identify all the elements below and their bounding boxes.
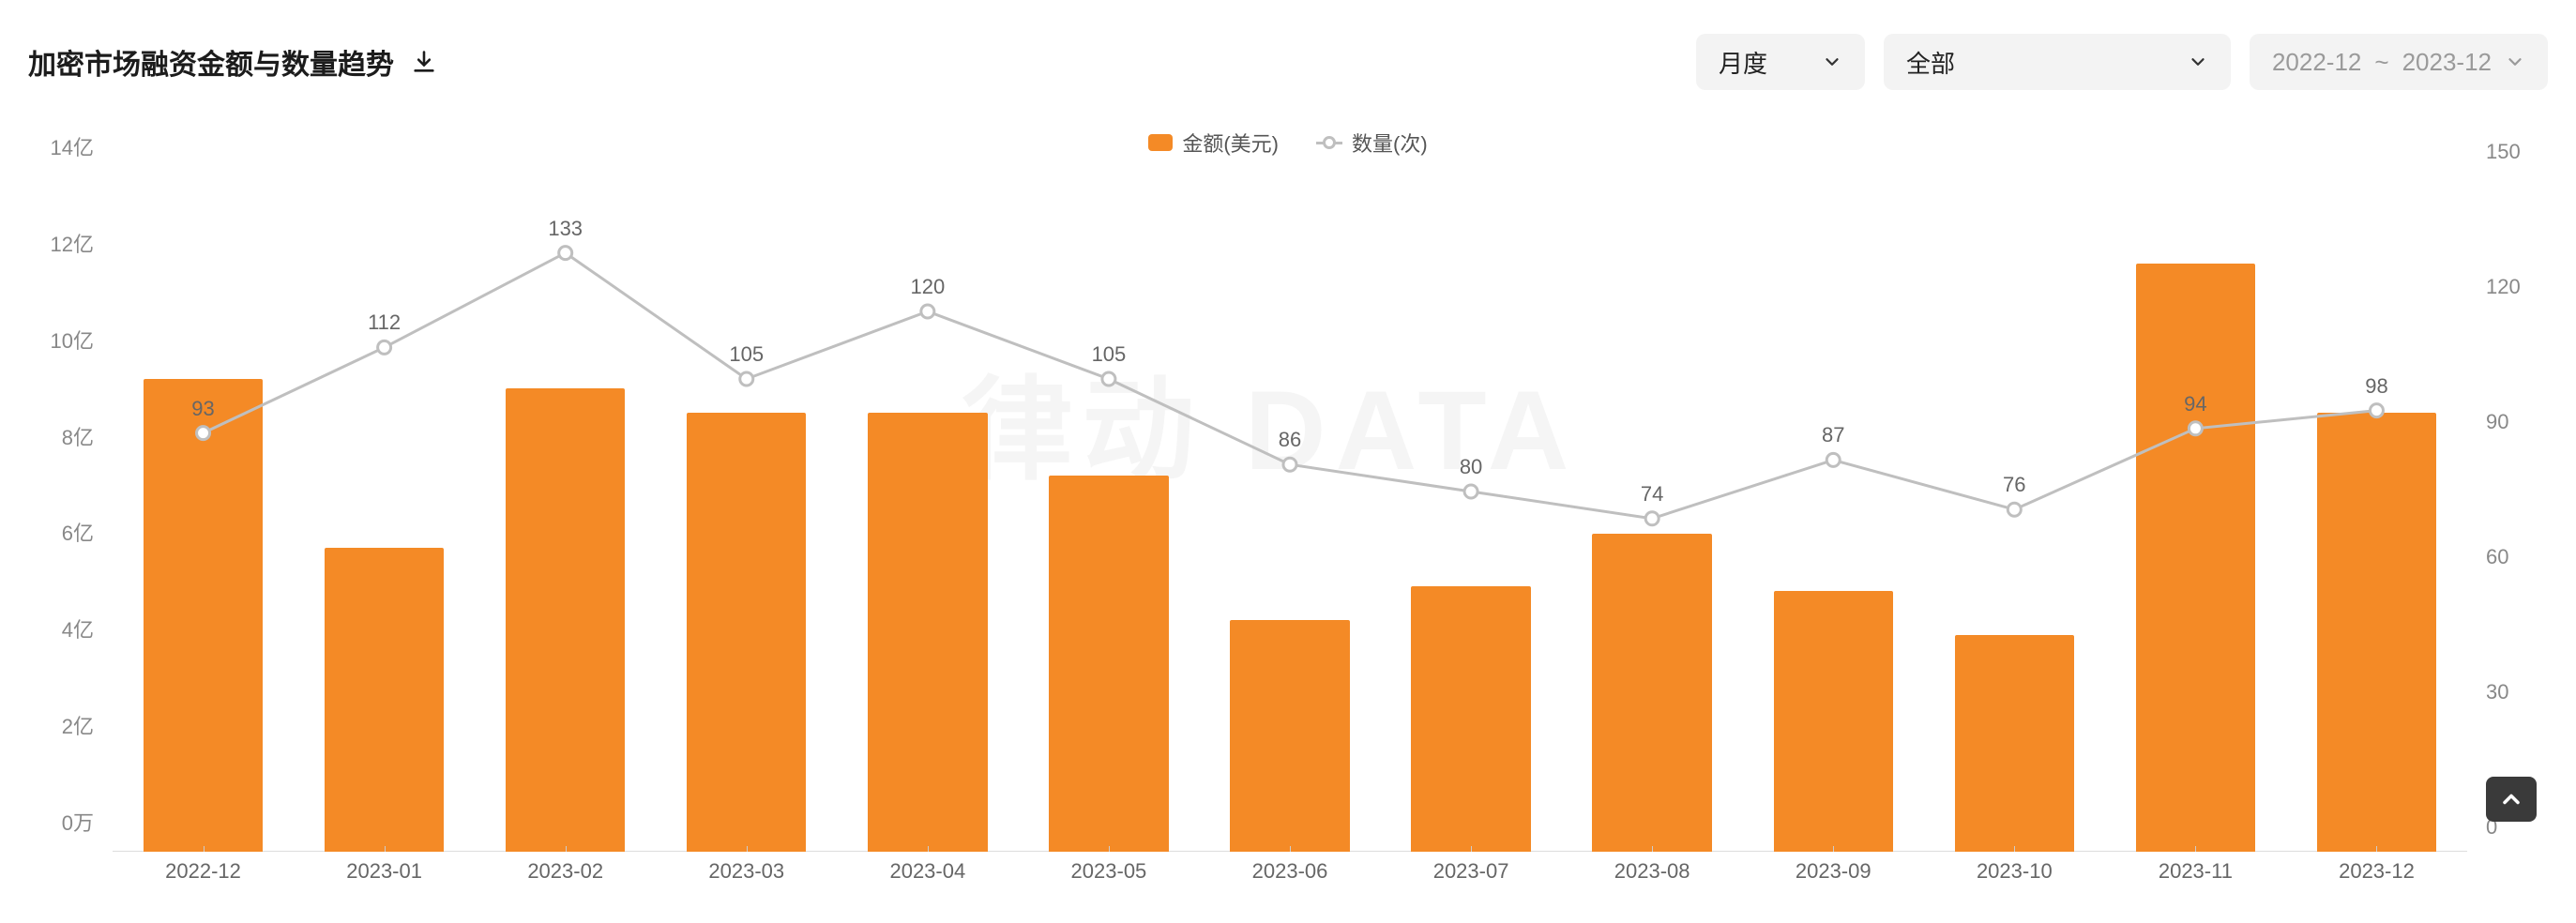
x-tick-label: 2023-12: [2286, 852, 2467, 889]
category-select[interactable]: 全部: [1884, 34, 2231, 90]
x-tick-label: 2023-08: [1562, 852, 1743, 889]
chart-legend: 金额(美元) 数量(次): [28, 128, 2548, 158]
x-tick: [1652, 846, 1653, 852]
x-tick: [2376, 846, 2377, 852]
x-tick: [747, 846, 748, 852]
x-tick-label: 2023-11: [2105, 852, 2286, 889]
trend-line: [204, 253, 2377, 519]
y-axis-left: 0万2亿4亿6亿8亿10亿12亿14亿: [28, 176, 103, 852]
x-tick-label: 2023-01: [294, 852, 475, 889]
x-tick: [566, 846, 567, 852]
x-tick: [1109, 846, 1110, 852]
line-value-label: 93: [191, 397, 214, 421]
title-wrap: 加密市场融资金额与数量趋势: [28, 41, 437, 83]
category-select-label: 全部: [1906, 45, 1955, 80]
y-left-tick: 4亿: [62, 613, 94, 643]
x-tick-label: 2023-04: [837, 852, 1018, 889]
legend-bar-label: 金额(美元): [1182, 128, 1279, 158]
y-left-tick: 8亿: [62, 421, 94, 451]
y-left-tick: 12亿: [51, 228, 94, 258]
line-value-label: 120: [910, 275, 945, 299]
line-marker[interactable]: [1826, 453, 1840, 466]
x-tick: [1471, 846, 1472, 852]
chevron-down-icon: [2505, 52, 2525, 72]
y-axis-right: 0306090120150: [2477, 176, 2542, 852]
x-tick: [1833, 846, 1834, 852]
x-axis: 2022-122023-012023-022023-032023-042023-…: [113, 852, 2467, 889]
line-value-label: 76: [2003, 473, 2025, 497]
line-marker[interactable]: [1283, 458, 1296, 471]
y-right-tick: 30: [2486, 680, 2508, 704]
x-tick-label: 2023-03: [656, 852, 837, 889]
line-value-label: 105: [729, 342, 764, 367]
y-left-tick: 2亿: [62, 710, 94, 740]
line-value-label: 80: [1460, 455, 1482, 479]
line-marker[interactable]: [921, 305, 934, 318]
x-tick: [2195, 846, 2196, 852]
x-tick-label: 2023-09: [1743, 852, 1924, 889]
y-left-tick: 6亿: [62, 517, 94, 547]
x-tick: [1290, 846, 1291, 852]
line-value-label: 94: [2184, 392, 2206, 416]
y-right-tick: 60: [2486, 545, 2508, 569]
line-marker[interactable]: [2189, 422, 2202, 435]
chevron-down-icon: [2188, 52, 2208, 72]
chart-panel: 加密市场融资金额与数量趋势 月度 全部 2022-12: [0, 0, 2576, 923]
line-marker[interactable]: [197, 427, 210, 440]
line-value-label: 105: [1092, 342, 1127, 367]
legend-line-label: 数量(次): [1352, 128, 1428, 158]
legend-item-bar[interactable]: 金额(美元): [1148, 128, 1279, 158]
date-from: 2022-12: [2272, 48, 2361, 77]
legend-bar-swatch: [1148, 134, 1173, 151]
line-value-label: 133: [548, 217, 583, 241]
panel-header: 加密市场融资金额与数量趋势 月度 全部 2022-12: [28, 34, 2548, 90]
line-value-label: 87: [1822, 423, 1844, 447]
line-marker[interactable]: [1102, 372, 1115, 386]
line-marker[interactable]: [1645, 512, 1659, 525]
x-tick: [2014, 846, 2015, 852]
period-select-label: 月度: [1719, 45, 1767, 80]
line-marker[interactable]: [740, 372, 753, 386]
y-left-tick: 14亿: [51, 131, 94, 161]
line-marker[interactable]: [2008, 503, 2021, 516]
x-tick-label: 2022-12: [113, 852, 294, 889]
y-right-tick: 120: [2486, 275, 2521, 299]
panel-title: 加密市场融资金额与数量趋势: [28, 41, 394, 83]
back-to-top-button[interactable]: [2486, 777, 2537, 822]
legend-line-swatch: [1316, 134, 1342, 151]
line-marker[interactable]: [1464, 485, 1477, 498]
x-tick-label: 2023-02: [475, 852, 656, 889]
date-range-picker[interactable]: 2022-12 ~ 2023-12: [2250, 34, 2548, 90]
y-right-tick: 90: [2486, 410, 2508, 434]
period-select[interactable]: 月度: [1696, 34, 1865, 90]
y-left-tick: 10亿: [51, 325, 94, 355]
x-tick-label: 2023-06: [1199, 852, 1380, 889]
line-value-label: 98: [2365, 374, 2387, 399]
line-value-label: 86: [1279, 428, 1301, 452]
line-marker[interactable]: [378, 340, 391, 354]
chevron-down-icon: [1822, 52, 1842, 72]
chart-area: 0万2亿4亿6亿8亿10亿12亿14亿 0306090120150 律动 DAT…: [28, 176, 2542, 889]
x-tick-label: 2023-05: [1018, 852, 1199, 889]
date-sep: ~: [2374, 48, 2388, 77]
line-marker[interactable]: [2370, 404, 2383, 417]
line-layer: [113, 176, 2467, 852]
line-value-label: 112: [368, 310, 401, 335]
plot-area: 律动 DATA 9311213310512010586807487769498: [113, 176, 2467, 852]
line-marker[interactable]: [559, 247, 572, 260]
x-tick: [928, 846, 929, 852]
y-right-tick: 150: [2486, 140, 2521, 164]
x-tick: [385, 846, 386, 852]
line-value-label: 74: [1641, 482, 1663, 507]
y-left-tick: 0万: [62, 807, 94, 837]
download-icon[interactable]: [411, 49, 437, 75]
x-tick-label: 2023-07: [1381, 852, 1562, 889]
x-tick: [204, 846, 205, 852]
controls: 月度 全部 2022-12 ~ 2023-12: [1696, 34, 2548, 90]
x-tick-label: 2023-10: [1924, 852, 2105, 889]
date-to: 2023-12: [2402, 48, 2492, 77]
legend-item-line[interactable]: 数量(次): [1316, 128, 1428, 158]
